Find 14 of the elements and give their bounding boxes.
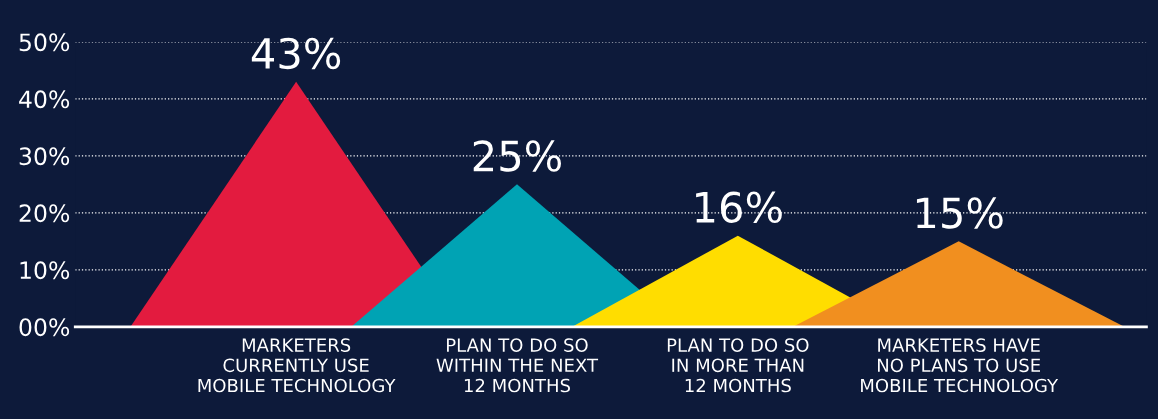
y-tick-label: 30% bbox=[19, 147, 70, 166]
y-tick-label: 50% bbox=[19, 33, 70, 52]
y-tick-label: 00% bbox=[19, 318, 70, 337]
x-tick-label: MARKETERS HAVE NO PLANS TO USE MOBILE TECHNOLOGY bbox=[861, 338, 1059, 393]
y-tick-label: 40% bbox=[19, 90, 70, 109]
data-label: 25% bbox=[473, 140, 561, 172]
data-label: 15% bbox=[916, 197, 1003, 229]
x-tick-label: PLAN TO DO SO WITHIN THE NEXT 12 MONTHS bbox=[436, 338, 599, 393]
y-tick-label: 20% bbox=[19, 204, 70, 223]
x-tick-label: MARKETERS CURRENTLY USE MOBILE TECHNOLOGY bbox=[198, 338, 396, 393]
data-label: 43% bbox=[251, 37, 341, 70]
y-tick-label: 10% bbox=[20, 261, 70, 280]
x-tick-label: PLAN TO DO SO IN MORE THAN 12 MONTHS bbox=[667, 338, 809, 393]
data-label: 16% bbox=[696, 191, 782, 224]
